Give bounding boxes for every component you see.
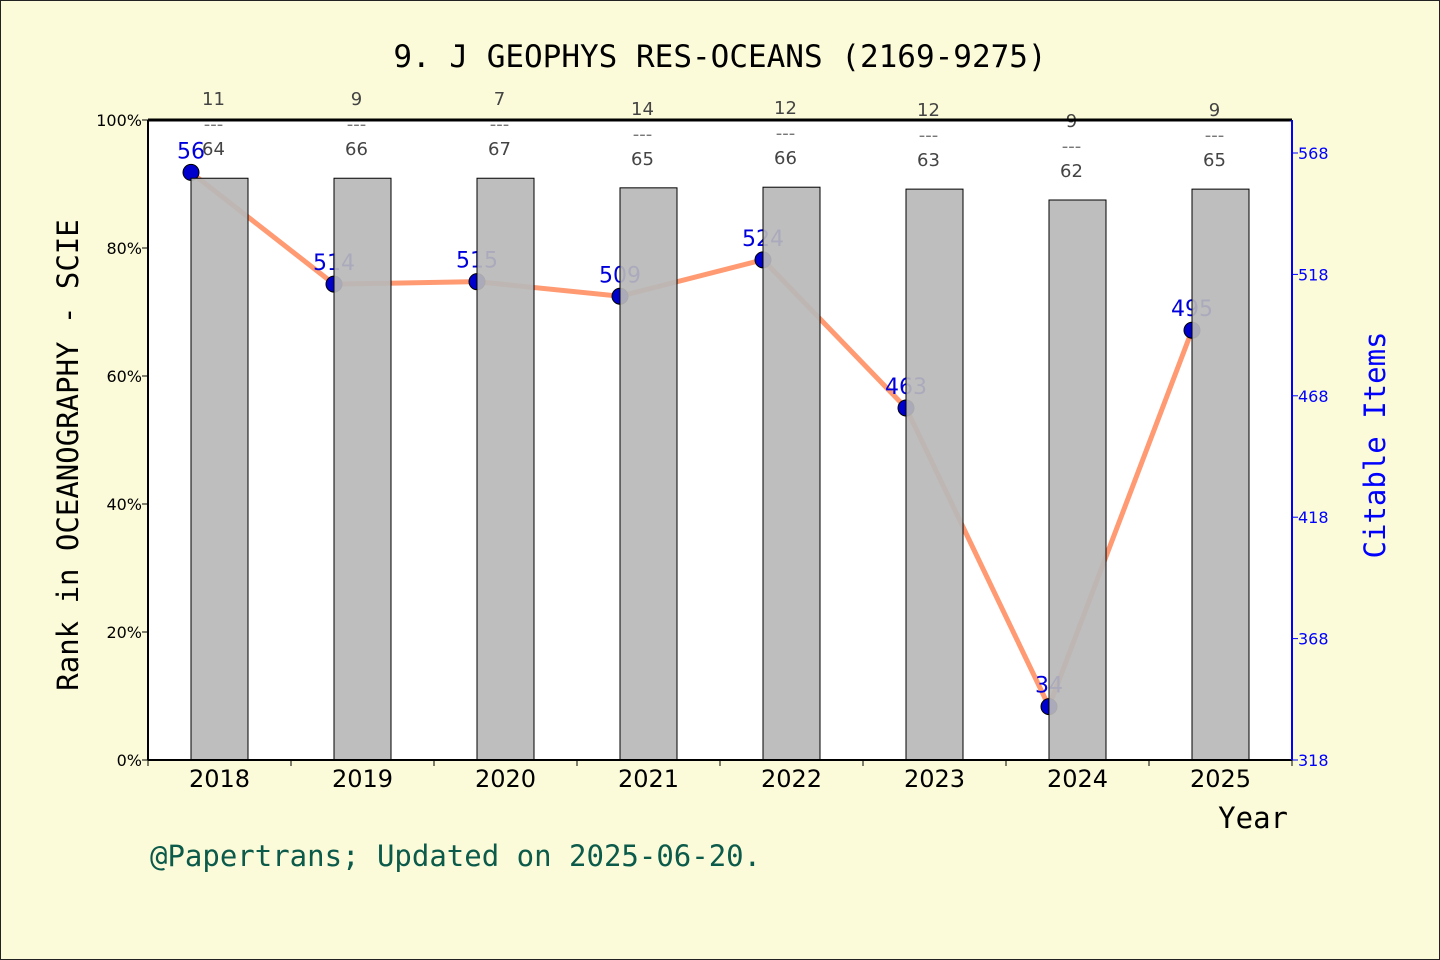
rank-separator: --- bbox=[490, 114, 510, 135]
rank-bar bbox=[476, 177, 535, 761]
y-right-tick-label: 418 bbox=[1298, 508, 1329, 527]
rank-separator: --- bbox=[204, 114, 224, 135]
rank-bar bbox=[1191, 188, 1250, 761]
rank-bar bbox=[905, 188, 964, 761]
plot-area bbox=[148, 120, 1292, 760]
rank-label: 9 bbox=[1209, 100, 1220, 121]
rank-separator: --- bbox=[1205, 125, 1225, 146]
total-label: 65 bbox=[631, 149, 654, 170]
y-right-tick-label: 468 bbox=[1298, 387, 1329, 406]
rank-label: 11 bbox=[202, 89, 225, 110]
y-left-tick-label: 60% bbox=[106, 367, 142, 386]
y-left-tick-label: 40% bbox=[106, 495, 142, 514]
rank-label: 12 bbox=[774, 98, 797, 119]
y-right-tick-label: 368 bbox=[1298, 630, 1329, 649]
y-right-tick-label: 568 bbox=[1298, 144, 1329, 163]
x-axis-label: Year bbox=[1218, 801, 1288, 835]
rank-label: 14 bbox=[631, 99, 654, 120]
rank-label: 9 bbox=[351, 89, 362, 110]
y-axis-left-label: Rank in OCEANOGRAPHY - SCIE bbox=[51, 219, 85, 690]
y-left-tick-label: 80% bbox=[106, 239, 142, 258]
rank-bar bbox=[619, 187, 678, 761]
x-tick-label: 2024 bbox=[1047, 765, 1108, 793]
total-label: 62 bbox=[1060, 161, 1083, 182]
total-label: 64 bbox=[202, 139, 225, 160]
y-right-tick-label: 518 bbox=[1298, 265, 1329, 284]
y-axis-right-label: Citable Items bbox=[1358, 332, 1392, 559]
total-label: 66 bbox=[774, 148, 797, 169]
x-tick-label: 2025 bbox=[1190, 765, 1251, 793]
rank-bar bbox=[762, 186, 821, 761]
citable-items-label: 56 bbox=[177, 139, 205, 164]
x-tick-label: 2021 bbox=[618, 765, 679, 793]
rank-bar bbox=[190, 177, 249, 761]
rank-separator: --- bbox=[776, 123, 796, 144]
rank-bar bbox=[333, 177, 392, 761]
total-label: 63 bbox=[917, 150, 940, 171]
rank-separator: --- bbox=[347, 114, 367, 135]
y-left-tick-label: 100% bbox=[96, 111, 142, 130]
total-label: 66 bbox=[345, 139, 368, 160]
rank-separator: --- bbox=[1062, 136, 1082, 157]
x-tick-label: 2018 bbox=[189, 765, 250, 793]
total-label: 67 bbox=[488, 139, 511, 160]
chart-title: 9. J GEOPHYS RES-OCEANS (2169-9275) bbox=[393, 39, 1046, 75]
rank-separator: --- bbox=[633, 124, 653, 145]
x-tick-label: 2023 bbox=[904, 765, 965, 793]
x-tick-label: 2019 bbox=[332, 765, 393, 793]
x-tick-label: 2022 bbox=[761, 765, 822, 793]
rank-separator: --- bbox=[919, 125, 939, 146]
x-tick-label: 2020 bbox=[475, 765, 536, 793]
total-label: 65 bbox=[1203, 150, 1226, 171]
rank-label: 7 bbox=[494, 89, 505, 110]
rank-label: 12 bbox=[917, 100, 940, 121]
rank-bar bbox=[1048, 199, 1107, 761]
y-left-tick-label: 0% bbox=[117, 751, 142, 770]
footer-credit: @Papertrans; Updated on 2025-06-20. bbox=[150, 839, 761, 873]
y-right-tick-label: 318 bbox=[1298, 751, 1329, 770]
y-left-tick-label: 20% bbox=[106, 623, 142, 642]
